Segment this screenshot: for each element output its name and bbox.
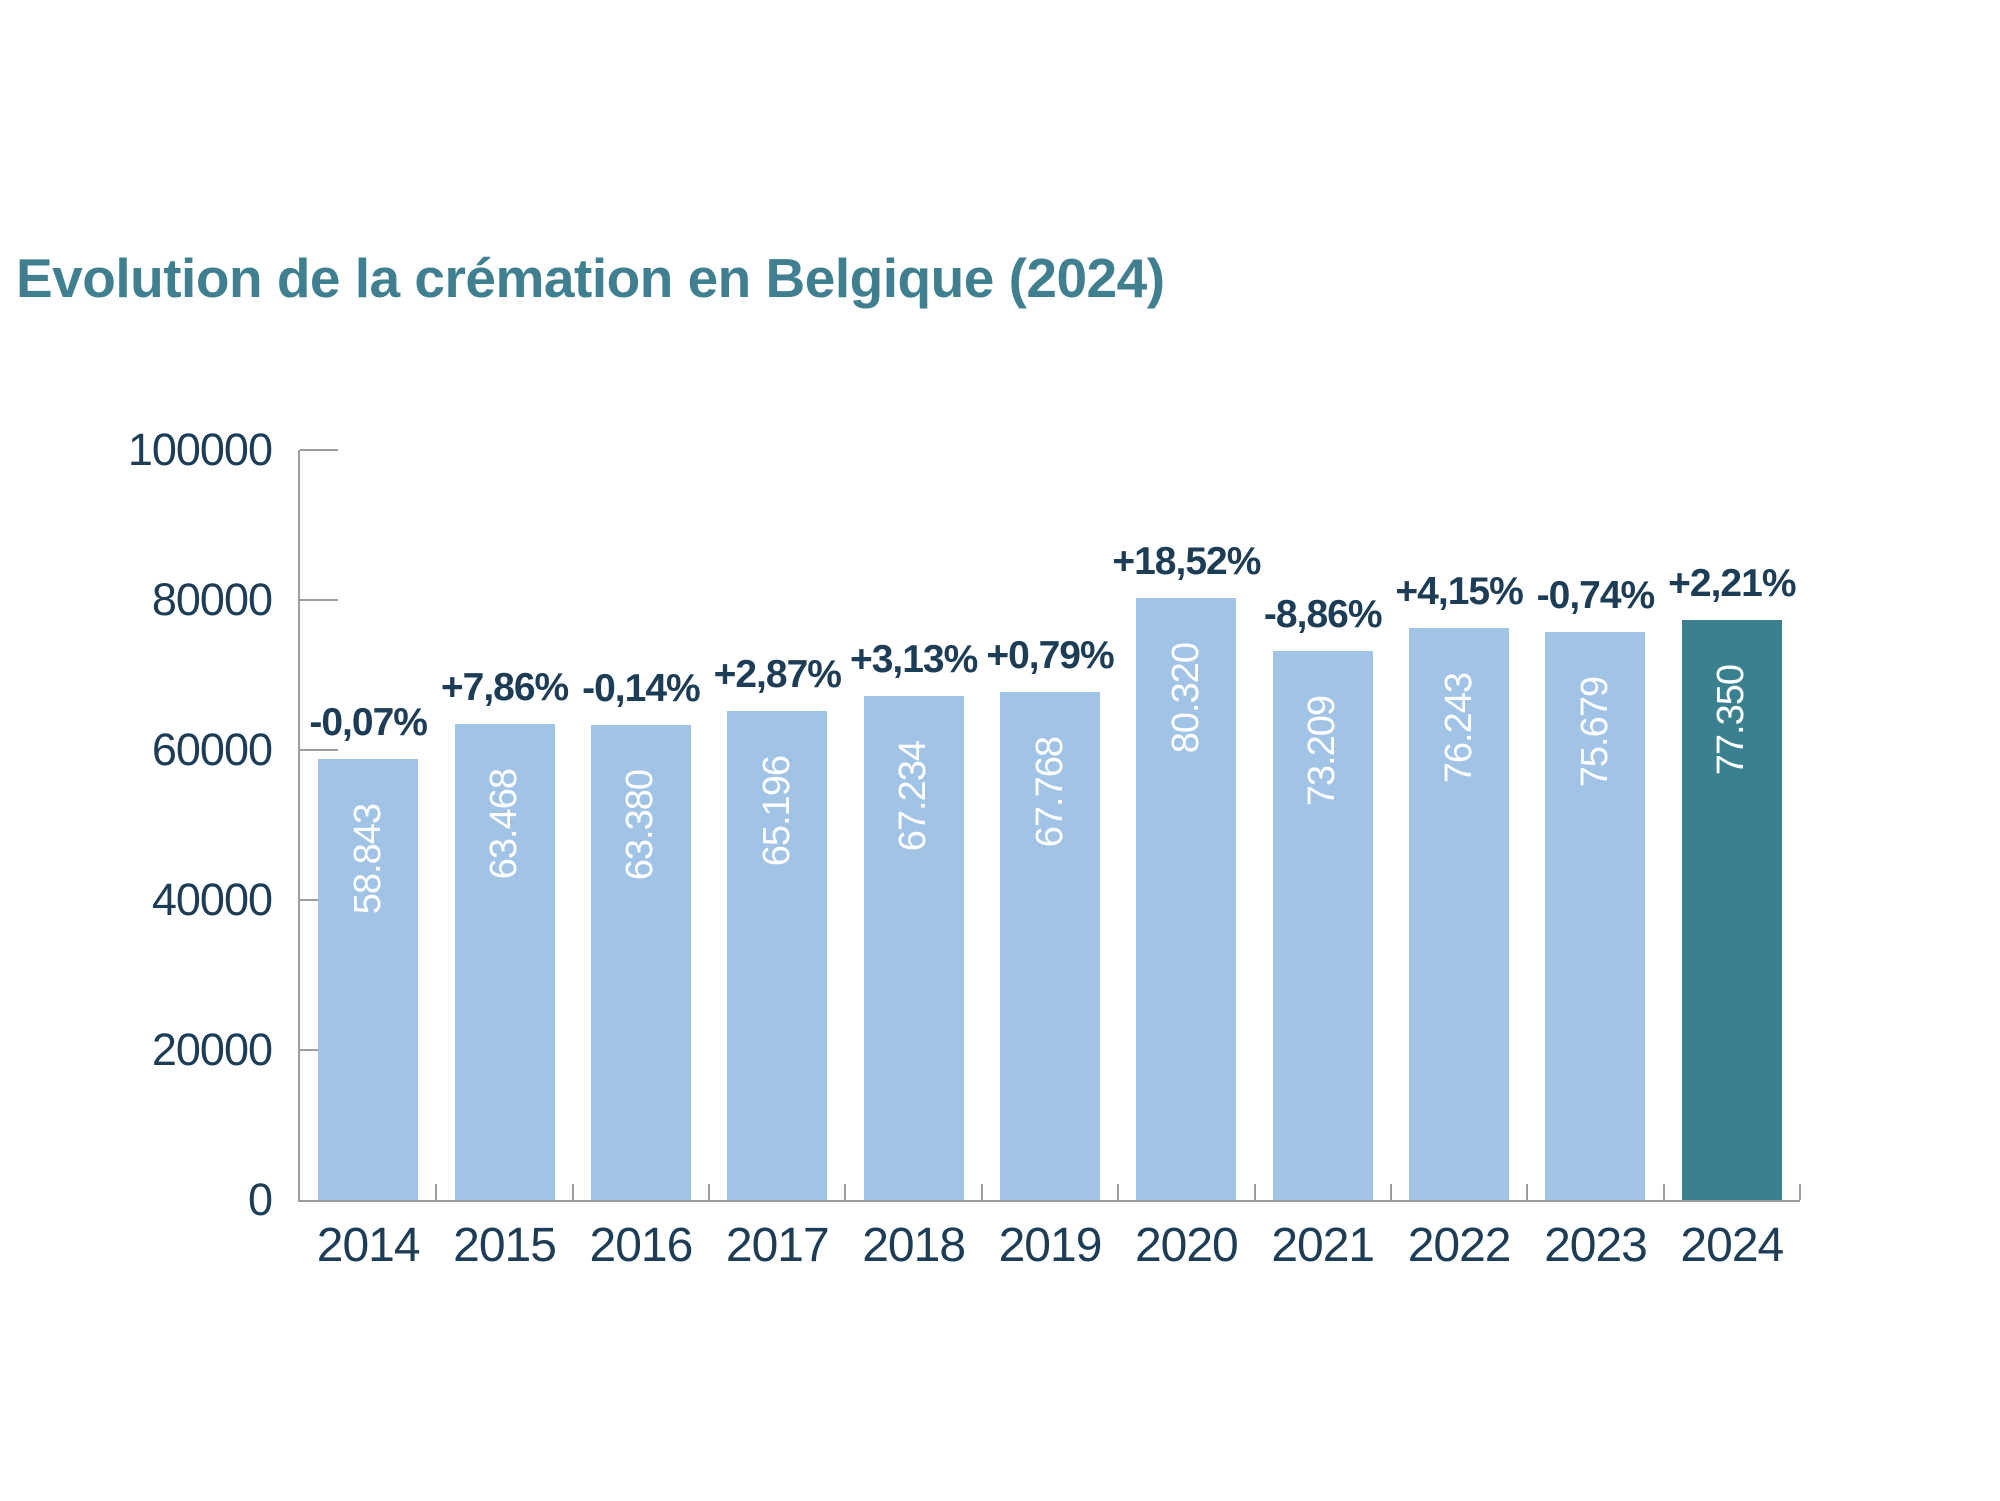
chart-title: Evolution de la crémation en Belgique (2…: [16, 247, 1165, 309]
pct-change-label-2022: +4,15%: [1395, 570, 1523, 614]
bar-value-text: 80.320: [1164, 642, 1207, 753]
bar-value-label: 76.243: [1409, 673, 1509, 783]
pct-change-label-2014: -0,07%: [309, 700, 428, 744]
x-axis-label-2015: 2015: [453, 1219, 557, 1272]
pct-change-label-2021: -8,86%: [1263, 592, 1383, 636]
bar-value-label: 67.234: [864, 741, 964, 851]
x-axis-tick: [1253, 1184, 1256, 1200]
bar-value-text: 75.679: [1573, 677, 1616, 788]
bar-2016: 63.380: [590, 724, 691, 1200]
x-axis-tick: [435, 1184, 438, 1200]
x-axis-label-2021: 2021: [1271, 1219, 1375, 1272]
x-axis-label-2024: 2024: [1680, 1219, 1784, 1272]
x-axis-label-2018: 2018: [862, 1219, 966, 1272]
bar-2018: 67.234: [863, 695, 964, 1200]
bar-value-label: 58.843: [318, 804, 418, 914]
pct-change-label-2017: +2,87%: [713, 653, 842, 697]
bar-value-label: 80.320: [1136, 643, 1236, 753]
bar-2022: 76.243: [1409, 628, 1510, 1200]
bar-value-text: 67.768: [1028, 736, 1071, 847]
pct-change-label-2023: -0,74%: [1536, 574, 1656, 618]
y-axis-tick-label: 80000: [151, 574, 273, 625]
x-axis-label-2017: 2017: [725, 1219, 830, 1272]
pct-change-label-2015: +7,86%: [440, 665, 569, 709]
bar-value-text: 63.468: [483, 768, 526, 880]
y-axis-tick: [300, 599, 338, 601]
bar-value-text: 76.243: [1437, 673, 1480, 784]
y-axis-line: [298, 450, 300, 1202]
y-axis-tick-label: 100000: [127, 424, 273, 475]
x-axis-label-2014: 2014: [316, 1219, 421, 1272]
bar-2017: 65.196: [727, 711, 828, 1200]
bar-2014: 58.843: [318, 758, 419, 1200]
bar-2019: 67.768: [1000, 691, 1100, 1200]
x-axis-label-2020: 2020: [1134, 1219, 1239, 1272]
x-axis-label-2022: 2022: [1407, 1219, 1512, 1272]
pct-change-label-2019: +0,79%: [986, 633, 1114, 677]
x-axis-tick: [571, 1184, 574, 1200]
bar-value-label: 77.350: [1682, 665, 1782, 775]
pct-change-label-2018: +3,13%: [849, 637, 978, 681]
x-axis-label-2016: 2016: [589, 1219, 694, 1272]
bar-value-label: 67.768: [1000, 737, 1100, 847]
bar-value-text: 63.380: [619, 769, 662, 880]
x-axis-tick: [1389, 1184, 1392, 1200]
x-axis-label-2023: 2023: [1544, 1219, 1648, 1272]
bar-2023: 75.679: [1545, 632, 1646, 1200]
x-axis-label-2019: 2019: [998, 1219, 1103, 1272]
bar-2015: 63.468: [454, 723, 555, 1200]
bar-value-text: 58.843: [346, 803, 389, 914]
y-axis-tick: [300, 449, 338, 451]
pct-change-label-2016: -0,14%: [582, 666, 701, 710]
bar-value-text: 73.209: [1301, 695, 1344, 807]
y-axis-tick-label: 0: [247, 1174, 273, 1225]
y-axis-tick-label: 60000: [151, 724, 273, 775]
bar-value-label: 63.380: [591, 770, 691, 880]
x-axis-tick: [1117, 1184, 1120, 1200]
pct-change-label-2020: +18,52%: [1112, 539, 1261, 583]
x-axis-tick: [980, 1184, 983, 1200]
bar-2024: 77.350: [1681, 619, 1782, 1200]
bar-value-label: 75.679: [1545, 677, 1645, 787]
y-axis-tick: [300, 749, 338, 751]
bar-value-label: 65.196: [727, 756, 827, 866]
x-axis-line: [298, 1200, 1800, 1202]
bar-value-label: 73.209: [1273, 696, 1373, 806]
bar-2021: 73.209: [1272, 650, 1373, 1200]
y-axis-tick-label: 20000: [151, 1024, 273, 1075]
pct-change-label-2024: +2,21%: [1668, 561, 1796, 605]
x-axis-tick: [844, 1184, 847, 1200]
y-axis-tick-label: 40000: [151, 874, 273, 925]
bar-value-text: 67.234: [892, 740, 935, 851]
x-axis-tick: [1662, 1184, 1665, 1200]
x-axis-tick: [708, 1184, 711, 1200]
bar-value-text: 77.350: [1710, 664, 1753, 776]
bar-value-label: 63.468: [455, 769, 555, 879]
bar-2020: 80.320: [1136, 597, 1237, 1200]
bar-value-text: 65.196: [755, 756, 798, 867]
x-axis-tick: [1526, 1184, 1529, 1200]
x-axis-tick: [1799, 1184, 1801, 1200]
